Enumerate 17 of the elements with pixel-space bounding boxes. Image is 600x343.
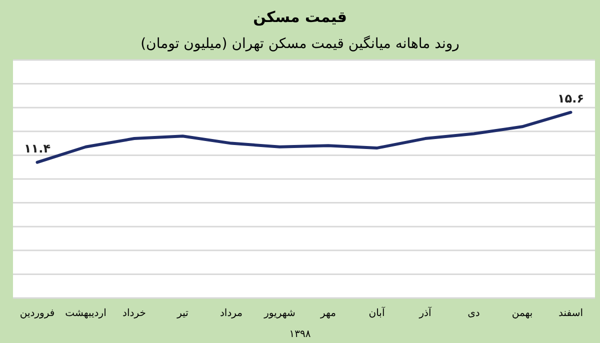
data-label: ۱۵.۶ bbox=[557, 91, 584, 106]
x-tick-label: تیر bbox=[176, 308, 189, 319]
x-tick-label: شهریور bbox=[263, 308, 296, 319]
x-tick-label: آذر bbox=[418, 306, 432, 319]
x-axis-title: ۱۳۹۸ bbox=[289, 329, 312, 340]
x-tick-label: مرداد bbox=[220, 308, 243, 319]
data-label: ۱۱.۴ bbox=[24, 141, 51, 156]
x-tick-label: مهر bbox=[320, 308, 336, 319]
x-tick-label: اسفند bbox=[558, 308, 583, 319]
x-tick-label: دی bbox=[468, 308, 480, 319]
x-tick-label: اردیبهشت bbox=[65, 308, 106, 319]
x-tick-label: فروردین bbox=[20, 308, 55, 319]
x-tick-label: آبان bbox=[368, 306, 386, 319]
x-tick-label: خرداد bbox=[122, 308, 146, 319]
x-tick-label: بهمن bbox=[512, 308, 533, 319]
chart-subtitle: روند ماهانه میانگین قیمت مسکن تهران (میلیون تومان) bbox=[140, 35, 460, 52]
chart-title: قیمت مسکن bbox=[253, 8, 347, 26]
